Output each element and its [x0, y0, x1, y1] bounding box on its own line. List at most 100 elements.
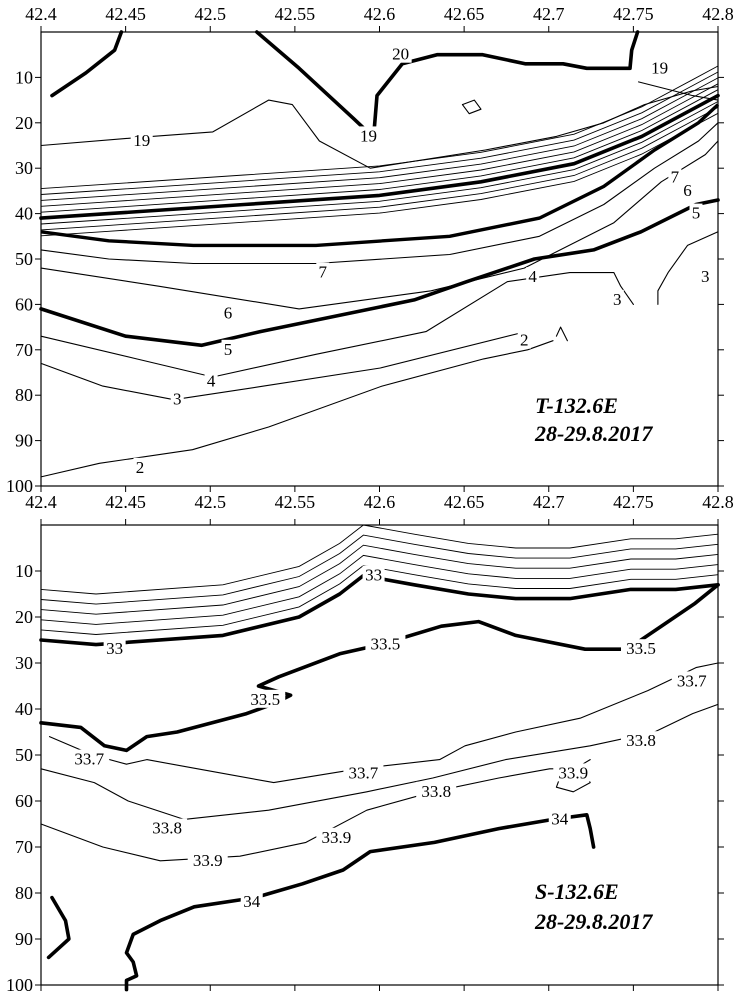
x-tick-label-top: 42.7	[533, 4, 565, 24]
y-tick-label: 20	[15, 607, 33, 627]
y-tick-label: 90	[15, 431, 33, 451]
contour-label-bg	[681, 180, 695, 199]
contour-label-bg	[648, 58, 671, 77]
x-tick-label: 42.55	[275, 492, 316, 512]
contour-label: 33.9	[193, 851, 223, 870]
contour-label-bg	[553, 763, 594, 782]
x-tick-label: 42.45	[105, 991, 146, 995]
contour-line-7	[40, 122, 719, 265]
contour-label: 3	[613, 290, 622, 309]
contour-line-intermediate	[40, 524, 719, 595]
y-tick-label: 30	[15, 653, 33, 673]
contour-label: 5	[224, 340, 233, 359]
contour-label: 34	[551, 809, 569, 828]
x-tick-label: 42.45	[105, 492, 146, 512]
contour-label: 3	[173, 390, 182, 409]
contour-line-8	[39, 93, 720, 220]
contour-line-intermediate	[40, 554, 719, 625]
x-tick-label: 42.75	[613, 991, 654, 995]
contour-label-bg	[517, 330, 531, 349]
panel-date: 28-29.8.2017	[534, 909, 653, 934]
contour-label: 33.8	[421, 782, 451, 801]
contour-label: 33.9	[321, 828, 351, 847]
contour-label-bg	[620, 639, 661, 658]
y-tick-label: 20	[15, 113, 33, 133]
y-tick-label: 100	[6, 476, 33, 496]
x-tick-label-top: 42.6	[364, 4, 396, 24]
contour-label: 33	[365, 566, 382, 585]
y-tick-label: 70	[15, 340, 33, 360]
x-tick-label-top: 42.4	[25, 4, 57, 24]
x-tick-label-top: 42.65	[444, 4, 485, 24]
y-tick-label: 60	[15, 294, 33, 314]
x-tick-label-top: 42.55	[275, 4, 316, 24]
contour-label: 2	[520, 331, 529, 350]
contour-label-bg	[221, 339, 235, 358]
contour-label: 6	[224, 303, 233, 322]
contour-line-intermediate	[40, 544, 719, 615]
contour-label-bg	[69, 749, 110, 768]
x-tick-label: 42.5	[195, 991, 227, 995]
contour-line-3	[40, 331, 527, 401]
x-tick-label: 42.7	[533, 991, 565, 995]
contour-line-intermediate	[40, 565, 719, 635]
contour-label: 19	[360, 126, 377, 145]
x-tick-label: 42.4	[25, 492, 57, 512]
contour-label: 33.5	[371, 635, 401, 654]
contour-label-bg	[610, 289, 624, 308]
contour-label-bg	[316, 262, 330, 281]
x-tick-label: 42.55	[275, 991, 316, 995]
contour-line-4	[40, 272, 634, 378]
contour-label: 19	[133, 131, 150, 150]
contour-label: 4	[528, 267, 537, 286]
x-tick-label-top: 42.5	[195, 4, 227, 24]
contour-line-5	[39, 198, 720, 348]
y-tick-label: 50	[15, 249, 33, 269]
x-tick-label: 42.5	[195, 492, 227, 512]
contour-label: 6	[683, 181, 692, 200]
contour-label-bg	[187, 850, 228, 869]
contour-label-bg	[389, 44, 412, 63]
contour-line-intermediate	[40, 77, 719, 201]
contour-label: 33	[106, 639, 123, 658]
contour-label: 4	[207, 372, 216, 391]
contour-label-bg	[620, 731, 661, 750]
contour-line-33-8	[40, 703, 719, 820]
contour-label-bg	[526, 267, 540, 286]
contour-line-33-5	[39, 583, 720, 753]
y-tick-label: 30	[15, 158, 33, 178]
panel-date: 28-29.8.2017	[534, 421, 653, 446]
y-tick-label: 40	[15, 699, 33, 719]
x-tick-label: 42.7	[533, 492, 565, 512]
y-tick-label: 90	[15, 929, 33, 949]
contour-line-19	[40, 85, 719, 169]
contour-line-intermediate	[40, 107, 719, 231]
contour-label: 5	[692, 204, 701, 223]
contour-label-bg	[365, 634, 406, 653]
x-tick-label: 42.6	[364, 492, 396, 512]
contour-line-2	[555, 326, 568, 342]
y-tick-label: 80	[15, 385, 33, 405]
contour-label-bg	[416, 781, 457, 800]
contour-label-bg	[343, 763, 384, 782]
contour-line-34	[124, 813, 596, 992]
contour-line-33-9	[40, 759, 591, 862]
y-tick-label: 10	[15, 561, 33, 581]
contour-label: 33.5	[626, 639, 656, 658]
contour-line-intermediate	[40, 534, 719, 605]
contour-line-intermediate	[40, 83, 719, 207]
contour-line-intermediate	[40, 71, 719, 195]
contour-label-bg	[357, 126, 380, 145]
panel-title: T-132.6E	[535, 393, 618, 418]
contour-line-3	[657, 231, 719, 305]
contour-label-bg	[133, 457, 147, 476]
salinity-panel: 33 33 33.5 33.5 33.5 33.7 33.7 33.7 33.8 33.8 33.8…	[6, 519, 734, 995]
contour-line-34	[46, 895, 71, 960]
x-tick-label: 42.8	[702, 492, 734, 512]
contour-label: 33.7	[74, 750, 104, 769]
contour-label: 33.7	[677, 671, 707, 690]
y-tick-label: 40	[15, 204, 33, 224]
contour-label: 7	[671, 167, 680, 186]
contour-line-20	[255, 30, 640, 134]
